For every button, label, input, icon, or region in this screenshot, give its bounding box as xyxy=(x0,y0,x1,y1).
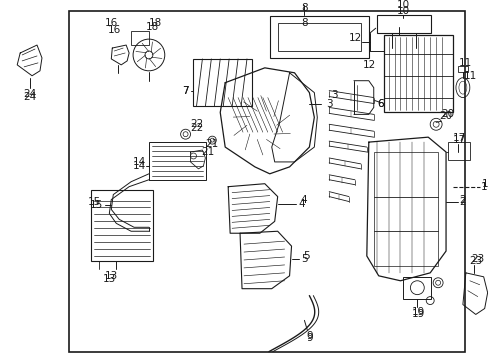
Text: 18: 18 xyxy=(147,22,160,32)
Bar xyxy=(149,142,206,180)
Text: 4: 4 xyxy=(300,194,307,204)
Text: 17: 17 xyxy=(453,135,466,145)
Text: 20: 20 xyxy=(440,111,453,121)
Bar xyxy=(69,12,465,352)
Text: 21: 21 xyxy=(202,147,215,157)
Text: 22: 22 xyxy=(190,119,203,129)
Text: 2: 2 xyxy=(460,197,466,207)
Text: 13: 13 xyxy=(103,274,116,284)
Text: 17: 17 xyxy=(453,133,466,143)
Text: 11: 11 xyxy=(459,58,472,68)
Text: 7: 7 xyxy=(182,86,189,96)
Text: 24: 24 xyxy=(24,91,37,102)
Text: 1: 1 xyxy=(481,179,488,189)
Text: 20: 20 xyxy=(441,109,455,120)
Text: 11: 11 xyxy=(464,71,477,81)
Bar xyxy=(458,66,468,72)
Text: 10: 10 xyxy=(397,0,410,10)
Text: 3: 3 xyxy=(326,99,333,109)
Bar xyxy=(92,190,153,261)
Text: 23: 23 xyxy=(469,256,482,266)
Text: 9: 9 xyxy=(306,333,313,343)
Text: 16: 16 xyxy=(108,25,121,35)
Text: 23: 23 xyxy=(471,254,485,264)
Text: 7: 7 xyxy=(182,86,189,96)
Text: 5: 5 xyxy=(303,251,310,261)
Text: 3: 3 xyxy=(331,90,338,100)
Text: 9: 9 xyxy=(306,331,313,341)
Text: 12: 12 xyxy=(349,33,363,43)
Bar xyxy=(374,152,438,266)
Text: 6: 6 xyxy=(377,99,384,109)
Text: 5: 5 xyxy=(301,254,308,264)
Text: 15: 15 xyxy=(90,199,103,210)
Text: 15: 15 xyxy=(88,197,101,207)
Text: 14: 14 xyxy=(132,157,146,167)
Text: 6: 6 xyxy=(377,99,384,109)
Bar xyxy=(270,16,369,58)
Bar xyxy=(131,31,149,45)
Text: 19: 19 xyxy=(412,307,425,318)
Bar xyxy=(448,142,470,160)
Text: 1: 1 xyxy=(480,182,487,192)
Text: 12: 12 xyxy=(363,60,376,70)
Text: 4: 4 xyxy=(298,198,305,208)
Text: 21: 21 xyxy=(206,139,219,149)
Bar xyxy=(193,59,252,107)
Text: 18: 18 xyxy=(149,18,163,28)
Text: 8: 8 xyxy=(301,3,308,13)
Text: 24: 24 xyxy=(24,89,37,99)
Bar xyxy=(384,35,453,112)
Text: 19: 19 xyxy=(412,310,425,319)
Text: 2: 2 xyxy=(460,194,466,204)
Text: 14: 14 xyxy=(132,161,146,171)
Bar xyxy=(403,277,431,298)
Text: 13: 13 xyxy=(105,271,118,281)
Text: 8: 8 xyxy=(301,18,308,28)
Text: 16: 16 xyxy=(105,18,118,28)
Text: 22: 22 xyxy=(190,123,203,133)
Bar xyxy=(377,15,431,33)
Bar xyxy=(278,23,361,51)
Text: 10: 10 xyxy=(397,6,410,17)
